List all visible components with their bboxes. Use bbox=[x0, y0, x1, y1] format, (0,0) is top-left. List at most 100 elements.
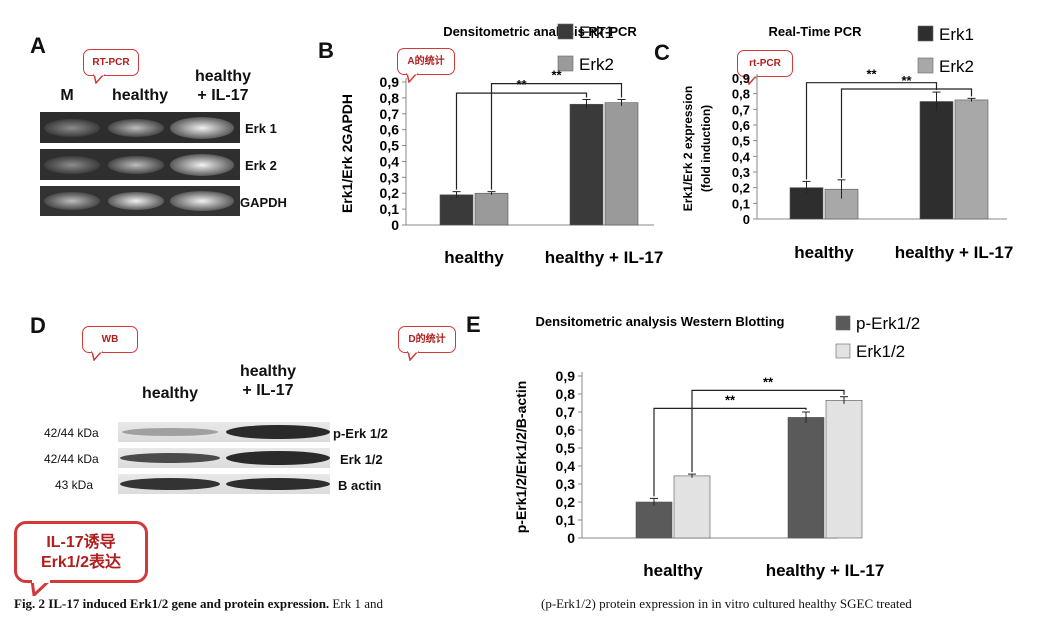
figure-caption-left: Fig. 2 IL-17 induced Erk1/2 gene and pro… bbox=[14, 596, 383, 612]
legend-label: Erk2 bbox=[579, 55, 614, 74]
y-tick-label: 0,2 bbox=[380, 185, 400, 201]
figure-caption-right: (p-Erk1/2) protein expression in in vitr… bbox=[541, 596, 912, 611]
bar bbox=[635, 501, 673, 539]
western-blot bbox=[118, 422, 330, 494]
y-tick-label: 0,7 bbox=[732, 102, 750, 117]
wb-row-kda: 42/44 kDa bbox=[44, 426, 99, 440]
y-axis-label: p-Erk1/2/Erk1/2/B-actin bbox=[513, 381, 529, 534]
legend-label: Erk2 bbox=[939, 57, 974, 76]
legend-label: Erk1/2 bbox=[856, 342, 905, 361]
callout-wb-text: WB bbox=[101, 334, 119, 345]
y-tick-label: 0,3 bbox=[380, 169, 400, 185]
callout-rt-pcr-text: RT-PCR bbox=[92, 57, 130, 68]
significance-bracket bbox=[490, 82, 623, 190]
y-tick-label: 0,9 bbox=[556, 368, 576, 384]
wb-lane-healthy: healthy bbox=[141, 385, 198, 402]
bar bbox=[919, 101, 954, 220]
y-tick-label: 0,6 bbox=[732, 118, 750, 133]
callout-d-stats: D的统计 bbox=[398, 326, 456, 353]
y-tick-label: 0,6 bbox=[556, 422, 576, 438]
y-axis-label-2: (fold induction) bbox=[699, 105, 713, 192]
chart-title: Real-Time PCR bbox=[769, 24, 863, 39]
chart-title: Densitometric analysis Western Blotting bbox=[536, 314, 785, 329]
significance-label: ** bbox=[551, 68, 562, 83]
significance-label: ** bbox=[763, 374, 774, 389]
bar bbox=[673, 475, 711, 539]
caption-rest: Erk 1 and bbox=[329, 596, 383, 611]
callout-tail bbox=[407, 351, 420, 361]
legend-label: Erk1 bbox=[579, 23, 614, 42]
chart-e: Densitometric analysis Western Blotting p… bbox=[513, 314, 920, 580]
category-label: healthy bbox=[444, 248, 504, 267]
bar bbox=[569, 103, 604, 226]
legend-swatch bbox=[835, 315, 851, 331]
y-tick-label: 0,3 bbox=[556, 476, 576, 492]
y-tick-label: 0 bbox=[391, 217, 399, 233]
callout-a-stats: A的统计 bbox=[397, 48, 455, 75]
legend-label: Erk1 bbox=[939, 25, 974, 44]
lane-healthy-il17-line1: healthy bbox=[194, 68, 251, 85]
y-tick-label: 0,8 bbox=[732, 87, 750, 102]
significance-label: ** bbox=[866, 67, 877, 82]
significance-bracket bbox=[455, 92, 588, 190]
callout-tail bbox=[93, 74, 106, 84]
wb-row-kda: 43 kDa bbox=[55, 478, 94, 492]
band-erk2: Erk 2 bbox=[245, 158, 277, 173]
y-tick-label: 0,4 bbox=[556, 458, 576, 474]
legend-swatch bbox=[917, 25, 934, 42]
callout-d-stats-text: D的统计 bbox=[408, 334, 446, 345]
band-erk1: Erk 1 bbox=[245, 121, 277, 136]
y-tick-label: 0,5 bbox=[732, 134, 750, 149]
y-tick-label: 0,7 bbox=[380, 106, 400, 122]
y-tick-label: 0,2 bbox=[556, 494, 576, 510]
callout-tail bbox=[30, 580, 52, 596]
callout-a-stats-text: A的统计 bbox=[407, 56, 445, 67]
y-tick-label: 0,2 bbox=[732, 181, 750, 196]
significance-bracket bbox=[691, 389, 845, 473]
lane-healthy: healthy bbox=[111, 87, 168, 104]
bar bbox=[439, 194, 474, 226]
bar bbox=[474, 192, 509, 226]
wb-row-label: B actin bbox=[338, 478, 382, 493]
significance-bracket bbox=[653, 407, 807, 497]
category-label: healthy bbox=[643, 561, 703, 580]
bar bbox=[604, 102, 639, 226]
y-axis-label: Erk1/Erk 2GAPDH bbox=[339, 94, 355, 213]
y-tick-label: 0,4 bbox=[732, 149, 751, 164]
y-tick-label: 0,5 bbox=[556, 440, 576, 456]
callout-rt-pcr-c: rt-PCR bbox=[737, 50, 793, 77]
band-gapdh: GAPDH bbox=[240, 195, 287, 210]
y-tick-label: 0,5 bbox=[380, 138, 400, 154]
legend-swatch bbox=[835, 343, 851, 359]
rt-pcr-gel bbox=[40, 112, 240, 216]
y-tick-label: 0,4 bbox=[380, 153, 400, 169]
panel-b-letter: B bbox=[318, 38, 334, 63]
category-label: healthy bbox=[794, 243, 854, 262]
caption-bold: Fig. 2 IL-17 induced Erk1/2 gene and pro… bbox=[14, 596, 330, 611]
chart-title: Densitometric analysis RT-PCR bbox=[443, 24, 637, 39]
callout-wb: WB bbox=[82, 326, 138, 353]
legend-swatch bbox=[917, 57, 934, 74]
panel-d-letter: D bbox=[30, 313, 46, 338]
y-tick-label: 0 bbox=[567, 530, 575, 546]
category-label: healthy + IL-17 bbox=[766, 561, 885, 580]
significance-label: ** bbox=[516, 77, 527, 92]
lane-healthy-il17-line2: + IL-17 bbox=[197, 87, 249, 104]
significance-label: ** bbox=[901, 73, 912, 88]
panel-a-letter: A bbox=[30, 33, 46, 58]
y-axis-label: Erk1/Erk 2 expression bbox=[681, 86, 695, 211]
y-tick-label: 0,8 bbox=[380, 90, 400, 106]
panel-c-letter: C bbox=[654, 40, 670, 65]
note-line-1: IL-17诱导 bbox=[46, 534, 116, 551]
category-label: healthy + IL-17 bbox=[545, 248, 664, 267]
callout-rt-pcr: RT-PCR bbox=[83, 49, 139, 76]
y-tick-label: 0,9 bbox=[380, 74, 400, 90]
panel-e-letter: E bbox=[466, 312, 481, 337]
category-label: healthy + IL-17 bbox=[895, 243, 1014, 262]
callout-tail bbox=[91, 351, 104, 361]
y-tick-label: 0,3 bbox=[732, 165, 750, 180]
callout-tail bbox=[746, 75, 759, 85]
callout-rt-pcr-c-text: rt-PCR bbox=[749, 58, 781, 69]
bar bbox=[787, 417, 825, 539]
